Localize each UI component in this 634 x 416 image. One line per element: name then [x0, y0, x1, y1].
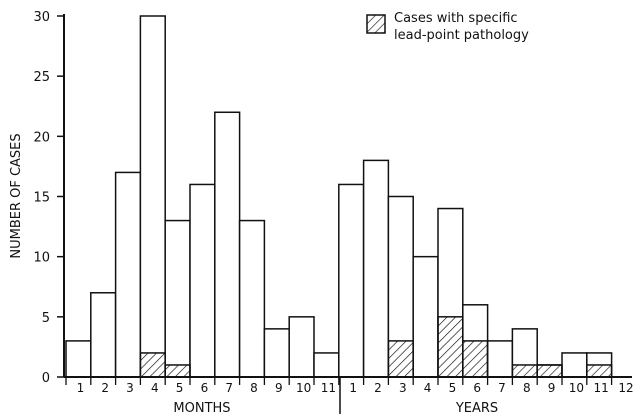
- bar-years-2: [362, 159, 390, 378]
- x-tick-label: 1: [349, 381, 357, 395]
- bar-months-5: [164, 219, 191, 378]
- bars-layer: [65, 15, 613, 378]
- lead-point-bar-years-6: [462, 340, 489, 378]
- y-tick-label: 0: [42, 371, 50, 386]
- x-tick-label: 2: [101, 381, 109, 395]
- x-tick-label: 6: [473, 381, 481, 395]
- x-tick-label: 9: [548, 381, 556, 395]
- bar-months-9: [263, 328, 290, 378]
- y-tick-label: 20: [33, 130, 50, 145]
- y-tick-label: 30: [33, 10, 50, 25]
- lead-point-bar-months-5: [164, 364, 191, 378]
- bar-months-11: [313, 352, 340, 378]
- x-tick-label: 7: [225, 381, 233, 395]
- bar-years-10: [561, 352, 588, 378]
- x-tick-label: 2: [374, 381, 382, 395]
- x-tick-label: 11: [594, 381, 609, 395]
- x-tick-label: 6: [201, 381, 209, 395]
- lead-point-bar-years-8: [511, 364, 538, 378]
- x-tick-label: 10: [296, 381, 311, 395]
- lead-point-bar-years-5: [437, 316, 464, 378]
- x-tick-label: 10: [569, 381, 584, 395]
- bar-months-4: [139, 15, 166, 378]
- bar-months-3: [114, 171, 142, 378]
- y-axis-label: NUMBER OF CASES: [9, 133, 24, 258]
- legend: Cases with specific lead-point pathology: [366, 11, 529, 43]
- group-label-months: MONTHS: [173, 401, 230, 416]
- y-tick-label: 25: [33, 70, 50, 85]
- x-tick-label: 7: [498, 381, 506, 395]
- lead-point-bar-years-11: [586, 364, 613, 378]
- bar-years-4: [412, 255, 439, 378]
- x-tick-label: 9: [275, 381, 283, 395]
- bar-months-1: [65, 340, 92, 378]
- x-tick-label: 12: [618, 381, 633, 395]
- x-tick-label: 5: [176, 381, 184, 395]
- x-tick-label: 8: [523, 381, 531, 395]
- x-tick-label: 5: [449, 381, 457, 395]
- x-tick-label: 3: [126, 381, 134, 395]
- legend-swatch: [366, 14, 386, 34]
- y-tick-label: 5: [42, 311, 50, 326]
- bar-years-1: [338, 183, 365, 378]
- x-tick-label: 11: [321, 381, 336, 395]
- bar-months-2: [90, 292, 117, 378]
- y-tick-label: 15: [33, 191, 50, 206]
- bar-months-6: [189, 183, 216, 378]
- lead-point-bar-years-9: [536, 364, 563, 378]
- bar-months-8: [238, 219, 266, 378]
- lead-point-bar-years-3: [387, 340, 414, 378]
- y-ticks: 0 5 10 15 20 25 30: [33, 10, 64, 386]
- bar-years-7: [486, 340, 514, 378]
- x-tick-label: 3: [399, 381, 407, 395]
- lead-point-bar-months-4: [139, 352, 166, 378]
- x-tick-label: 4: [151, 381, 159, 395]
- x-tick-label: 1: [77, 381, 85, 395]
- bar-months-7: [214, 111, 241, 378]
- bar-months-10: [288, 316, 315, 378]
- x-tick-label: 8: [250, 381, 258, 395]
- x-ticks: 1 2 3 4 5 6 7 8 9 10 11 1 2 3 4 5 6 7 8 9 10 11 12: [65, 377, 634, 395]
- y-tick-label: 10: [33, 251, 50, 266]
- hatch-layer: [139, 316, 613, 378]
- legend-label-line1: Cases with specific: [394, 11, 518, 26]
- group-label-years: YEARS: [455, 401, 498, 416]
- x-tick-label: 4: [424, 381, 432, 395]
- legend-label-line2: lead-point pathology: [394, 28, 529, 43]
